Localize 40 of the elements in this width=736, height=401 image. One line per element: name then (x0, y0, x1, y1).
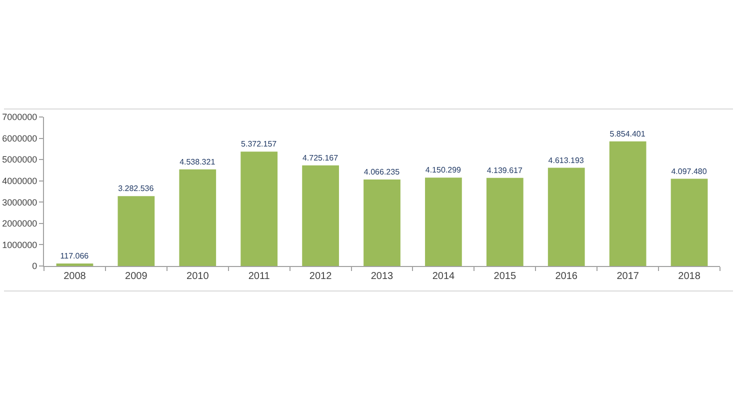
data-label: 4.097.480 (671, 166, 708, 176)
bar (609, 141, 646, 266)
y-tick-label: 7000000 (2, 112, 38, 122)
x-tick-label: 2016 (555, 271, 578, 282)
y-tick-label: 3000000 (2, 197, 38, 208)
x-tick-label: 2017 (616, 271, 640, 282)
data-label: 117.066 (60, 252, 90, 261)
data-label: 4.139.617 (486, 166, 523, 175)
bar (425, 178, 462, 266)
bar (670, 178, 708, 266)
x-tick-label: 2018 (678, 271, 701, 282)
data-label: 4.538.321 (180, 157, 216, 166)
x-tick-label: 2012 (309, 271, 332, 282)
data-label: 4.066.235 (364, 167, 400, 176)
y-tick-label: 2000000 (2, 218, 38, 229)
y-tick-label: 5000000 (2, 154, 38, 165)
data-label: 4.150.299 (425, 166, 462, 175)
y-tick-label: 1000000 (2, 240, 38, 250)
data-label: 5.372.157 (241, 140, 278, 149)
x-tick-label: 2011 (248, 271, 270, 282)
data-label: 4.725.167 (302, 153, 339, 162)
bar (548, 168, 585, 266)
x-tick-label: 2015 (494, 271, 516, 282)
data-label: 4.613.193 (548, 156, 584, 165)
y-tick-label: 0 (32, 261, 38, 272)
x-tick-label: 2014 (432, 271, 456, 282)
bar (486, 178, 524, 266)
bar (302, 165, 339, 266)
data-label: 5.854.401 (610, 129, 646, 138)
x-tick-label: 2010 (186, 271, 210, 282)
x-tick-label: 2009 (125, 271, 148, 282)
bar (240, 152, 278, 266)
x-tick-label: 2008 (64, 271, 86, 282)
y-tick-label: 6000000 (2, 133, 38, 144)
x-tick-label: 2013 (370, 271, 394, 282)
data-label: 3.282.536 (118, 184, 154, 194)
bar (179, 169, 216, 266)
bar (118, 196, 155, 266)
y-tick-label: 4000000 (2, 176, 38, 186)
bar (364, 179, 400, 266)
